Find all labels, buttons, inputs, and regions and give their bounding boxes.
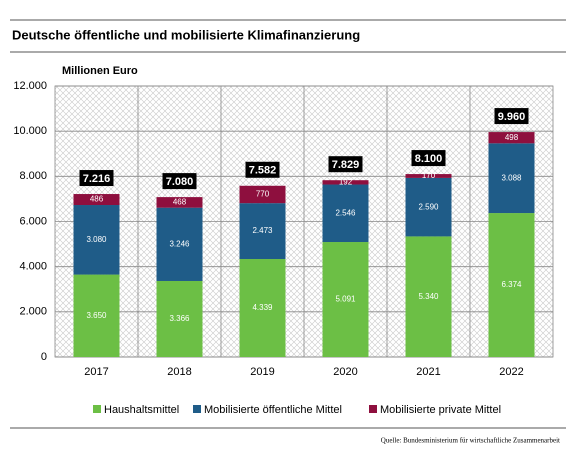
bar-segment [488, 132, 535, 144]
total-label: 9.960 [498, 111, 526, 123]
bar-segment [156, 280, 203, 357]
value-label: 2.546 [335, 208, 356, 217]
bar-segment [405, 174, 452, 178]
value-label: 170 [422, 171, 436, 180]
total-label: 7.829 [332, 159, 360, 171]
y-tick-label: 4.000 [19, 261, 47, 273]
y-tick-label: 8.000 [19, 170, 47, 182]
total-label: 7.080 [166, 176, 194, 188]
bar-segment [73, 205, 120, 275]
legend-swatch [93, 405, 101, 413]
bar-segment [73, 194, 120, 206]
bar-segment [488, 213, 535, 357]
value-label: 2.590 [418, 202, 439, 211]
value-label: 2.473 [252, 226, 273, 235]
total-box [79, 170, 114, 187]
total-box [328, 156, 363, 173]
value-label: 5.340 [418, 292, 439, 301]
legend-label: Haushaltsmittel [104, 404, 179, 416]
y-axis-label: Millionen Euro [62, 65, 138, 77]
bar-segment [322, 184, 369, 243]
value-label: 3.650 [86, 311, 107, 320]
value-label: 4.339 [252, 303, 273, 312]
x-tick-label: 2019 [250, 366, 274, 378]
y-tick-label: 12.000 [13, 80, 47, 92]
value-label: 3.366 [169, 314, 190, 323]
total-box [494, 108, 529, 125]
bar-segment [239, 185, 286, 204]
bar-segment [239, 259, 286, 357]
y-tick-label: 10.000 [13, 125, 47, 137]
total-label: 7.216 [83, 173, 111, 185]
chart-title: Deutsche öffentliche und mobilisierte Kl… [12, 27, 360, 42]
total-box [411, 150, 446, 167]
bar-segment [322, 242, 369, 357]
x-tick-label: 2022 [499, 366, 523, 378]
x-tick-label: 2018 [167, 366, 191, 378]
total-label: 7.582 [249, 165, 277, 177]
bar-segment [239, 203, 286, 260]
value-label: 3.080 [86, 235, 107, 244]
x-tick-label: 2017 [84, 366, 108, 378]
source: Quelle: Bundesministerium für wirtschaft… [381, 437, 560, 445]
total-box [162, 173, 197, 190]
legend-swatch [193, 405, 201, 413]
legend-label: Mobilisierte öffentliche Mittel [204, 404, 342, 416]
value-label: 486 [90, 195, 104, 204]
legend-label: Mobilisierte private Mittel [380, 404, 501, 416]
value-label: 6.374 [501, 280, 522, 289]
value-label: 498 [505, 133, 519, 142]
value-label: 3.246 [169, 239, 190, 248]
bar-segment [322, 180, 369, 185]
y-tick-label: 6.000 [19, 215, 47, 227]
y-tick-label: 2.000 [19, 306, 47, 318]
bar-segment [156, 207, 203, 281]
value-label: 468 [173, 198, 187, 207]
value-label: 770 [256, 190, 270, 199]
bar-segment [156, 197, 203, 208]
value-label: 5.091 [335, 295, 356, 304]
bar-segment [405, 236, 452, 357]
bar-segment [73, 274, 120, 357]
bar-segment [488, 143, 535, 214]
value-label: 192 [339, 177, 353, 186]
y-tick-label: 0 [41, 351, 47, 363]
bar-segment [405, 177, 452, 237]
total-label: 8.100 [415, 153, 443, 165]
legend-swatch [369, 405, 377, 413]
value-label: 3.088 [501, 173, 522, 182]
x-tick-label: 2020 [333, 366, 357, 378]
x-tick-label: 2021 [416, 366, 440, 378]
total-box [245, 161, 280, 178]
